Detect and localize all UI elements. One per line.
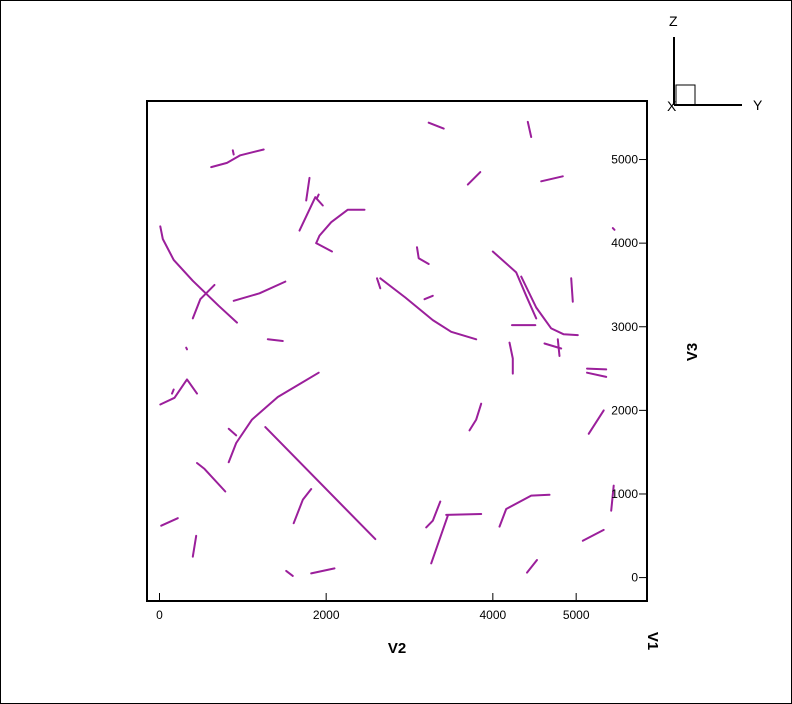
series-line-12 xyxy=(159,378,198,406)
series-line-41 xyxy=(430,514,449,565)
series-line-45 xyxy=(526,559,538,574)
series-group xyxy=(159,120,616,577)
series-line-37 xyxy=(196,462,227,493)
series-line-6 xyxy=(315,208,366,245)
v1-axis-title: V1 xyxy=(644,632,661,650)
series-line-30 xyxy=(586,371,608,378)
series-line-16 xyxy=(416,246,430,265)
series-line-25 xyxy=(570,277,574,303)
triad-label-z: Z xyxy=(669,13,678,29)
series-line-42 xyxy=(425,500,442,529)
series-line-18 xyxy=(427,121,445,130)
y-tick-label: 2000 xyxy=(611,403,638,417)
series-line-10 xyxy=(266,338,284,342)
plot-area xyxy=(146,100,648,602)
x-axis: 0 2000 4000 5000 xyxy=(156,593,590,622)
series-line-19 xyxy=(466,171,482,186)
series-line-1 xyxy=(231,149,235,156)
series-line-8 xyxy=(191,283,216,320)
series-line-33 xyxy=(468,402,483,432)
series-line-27 xyxy=(556,338,561,357)
series-line-31 xyxy=(611,227,616,231)
series-line-28 xyxy=(508,341,514,375)
series-line-11 xyxy=(185,346,188,351)
x-axis-title: V2 xyxy=(388,640,406,657)
series-line-36 xyxy=(264,426,377,541)
axis-triad: Z Y X xyxy=(667,13,763,114)
series-line-14 xyxy=(376,277,382,290)
y-tick-label: 1000 xyxy=(611,487,638,501)
y-tick-label: 0 xyxy=(631,571,638,585)
y-tick-label: 3000 xyxy=(611,320,638,334)
series-line-34 xyxy=(227,371,320,464)
series-line-44 xyxy=(498,493,551,528)
series-line-40 xyxy=(292,488,313,525)
series-line-23 xyxy=(520,275,579,337)
series-line-49 xyxy=(310,567,336,575)
series-line-39 xyxy=(191,534,198,558)
triad-label-y: Y xyxy=(753,97,763,113)
series-line-20 xyxy=(526,120,533,138)
x-tick-label: 0 xyxy=(156,608,163,622)
series-line-46 xyxy=(581,528,605,542)
series-line-17 xyxy=(423,294,434,301)
series-line-3 xyxy=(298,196,324,232)
y-tick-label: 5000 xyxy=(611,153,638,167)
y-tick-label: 4000 xyxy=(611,236,638,250)
x-tick-label: 4000 xyxy=(479,608,506,622)
series-line-5 xyxy=(315,242,333,253)
series-line-35 xyxy=(227,427,238,437)
series-line-38 xyxy=(160,517,179,527)
series-line-9 xyxy=(232,280,287,302)
series-line-47 xyxy=(610,484,615,512)
triad-depth-box xyxy=(675,84,696,106)
series-line-7 xyxy=(159,225,238,324)
x-tick-label: 2000 xyxy=(313,608,340,622)
y-axis: 0 1000 2000 3000 4000 5000 xyxy=(611,153,647,585)
series-line-32 xyxy=(587,409,605,435)
series-line-22 xyxy=(491,250,538,320)
triad-label-x: X xyxy=(667,98,677,114)
series-line-0 xyxy=(210,148,265,169)
series-line-13 xyxy=(171,388,175,395)
x-tick-label: 5000 xyxy=(563,608,590,622)
series-line-2 xyxy=(305,176,311,202)
y-axis-title: V3 xyxy=(684,343,701,361)
series-line-15 xyxy=(379,277,478,341)
series-line-48 xyxy=(285,569,294,577)
series-line-43 xyxy=(445,513,483,516)
series-line-21 xyxy=(540,175,564,183)
series-line-4 xyxy=(316,193,320,199)
series-line-29 xyxy=(586,367,608,371)
